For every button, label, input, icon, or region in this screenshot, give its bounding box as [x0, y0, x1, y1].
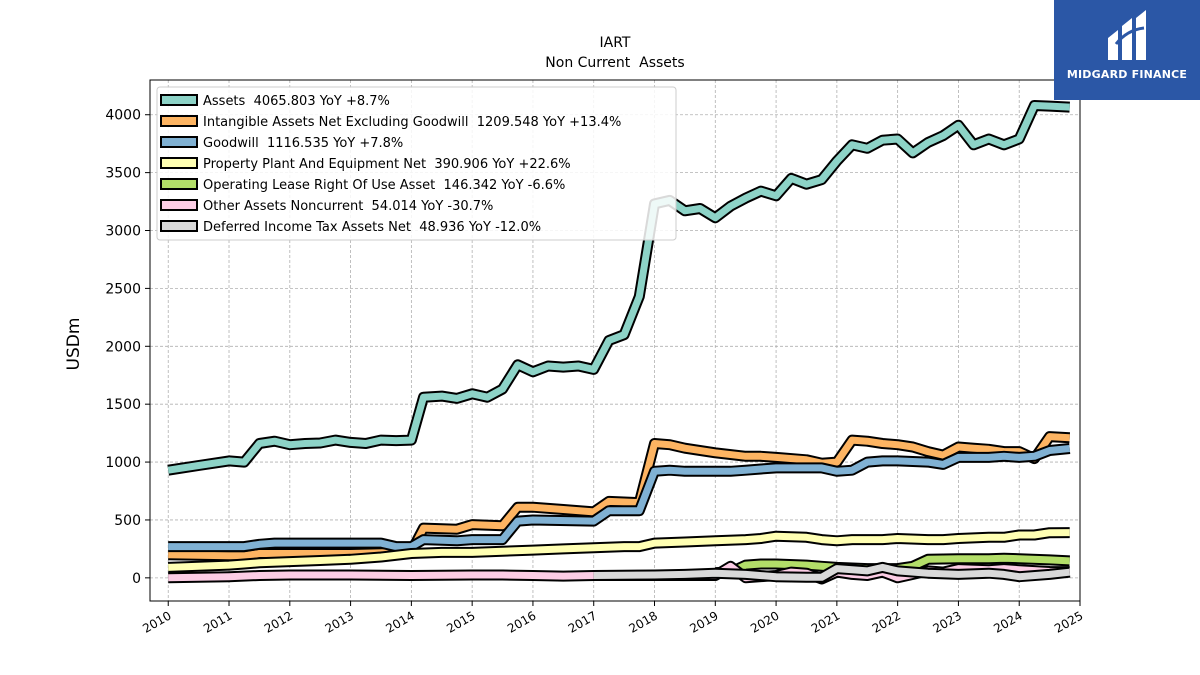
legend-swatch	[160, 220, 198, 232]
series-goodwill	[168, 443, 1071, 553]
plot-frame	[149, 79, 1081, 602]
x-tick-label: 2024	[991, 608, 1024, 635]
x-tick-label: 2022	[870, 608, 903, 635]
y-tick-label: 0	[132, 571, 141, 587]
x-tick-label: 2010	[140, 608, 173, 635]
chart-title: IART	[600, 35, 631, 51]
legend-item: Assets 4065.803 YoY +8.7%	[160, 94, 390, 109]
legend-label: Operating Lease Right Of Use Asset 146.3…	[203, 178, 565, 193]
legend-label: Other Assets Noncurrent 54.014 YoY -30.7…	[203, 199, 493, 214]
y-tick-label: 4000	[105, 108, 141, 124]
legend-item: Intangible Assets Net Excluding Goodwill…	[160, 115, 621, 130]
y-tick-label: 2000	[105, 339, 141, 355]
series-assets	[167, 100, 1070, 476]
legend-item: Operating Lease Right Of Use Asset 146.3…	[160, 178, 565, 193]
y-tick-label: 1000	[105, 455, 141, 471]
legend-label: Property Plant And Equipment Net 390.906…	[203, 157, 571, 172]
y-tick-label: 1500	[105, 397, 141, 413]
legend-swatch	[160, 94, 198, 106]
y-tick-label: 2500	[105, 281, 141, 297]
x-tick-label: 2011	[201, 608, 234, 635]
series-line	[168, 529, 1070, 571]
x-tick-label: 2023	[930, 608, 963, 635]
y-axis-label: USDm	[64, 318, 84, 371]
x-tick-label: 2012	[262, 608, 295, 635]
x-tick-label: 2015	[444, 608, 477, 635]
legend-box	[156, 86, 677, 241]
legend-item: Other Assets Noncurrent 54.014 YoY -30.7…	[160, 199, 493, 214]
legend-item: Property Plant And Equipment Net 390.906…	[160, 157, 571, 172]
legend-label: Deferred Income Tax Assets Net 48.936 Yo…	[203, 220, 541, 235]
chart-subtitle: Non Current Assets	[545, 55, 684, 71]
y-axis: 0 500 1000 1500 2000 2500 3000 3500 4000	[105, 108, 150, 587]
x-tick-label: 2018	[627, 608, 660, 635]
x-tick-label: 2014	[383, 608, 416, 635]
legend-swatch	[160, 178, 198, 190]
y-tick-label: 3000	[105, 224, 141, 240]
brand-name: MIDGARD FINANCE	[1066, 68, 1188, 81]
y-tick-label: 500	[114, 513, 141, 529]
legend-swatch	[160, 115, 198, 127]
x-axis: 2010 2011 2012 2013 2014 2015 2016 2017 2018 2019…	[140, 601, 1086, 636]
x-tick-label: 2020	[748, 608, 781, 635]
y-tick-label: 3500	[105, 166, 141, 182]
legend-label: Goodwill 1116.535 YoY +7.8%	[203, 136, 403, 151]
x-tick-label: 2019	[687, 608, 720, 635]
series-layer	[167, 100, 1071, 585]
legend-label: Assets 4065.803 YoY +8.7%	[203, 94, 390, 109]
midgard-logo-icon	[1108, 10, 1146, 60]
legend-item: Goodwill 1116.535 YoY +7.8%	[160, 136, 403, 151]
series-property-plant-and-equipment-net	[168, 527, 1070, 573]
x-tick-label: 2016	[505, 608, 538, 635]
series-line	[167, 102, 1070, 474]
legend-item: Deferred Income Tax Assets Net 48.936 Yo…	[160, 220, 541, 235]
legend-swatch	[160, 136, 198, 148]
legend-swatch	[160, 157, 198, 169]
x-tick-label: 2013	[323, 608, 356, 635]
x-tick-label: 2021	[809, 608, 842, 635]
x-tick-label: 2017	[566, 608, 599, 635]
midgard-logo: MIDGARD FINANCE	[1054, 0, 1200, 100]
x-tick-label: 2025	[1052, 608, 1085, 635]
series-deferred-income-tax-assets-net	[593, 561, 1071, 583]
series-line	[168, 445, 1071, 551]
series-line	[593, 563, 1071, 581]
legend-label: Intangible Assets Net Excluding Goodwill…	[203, 115, 621, 130]
legend: Assets 4065.803 YoY +8.7% Intangible Asse…	[156, 86, 677, 241]
legend-swatch	[160, 199, 198, 211]
